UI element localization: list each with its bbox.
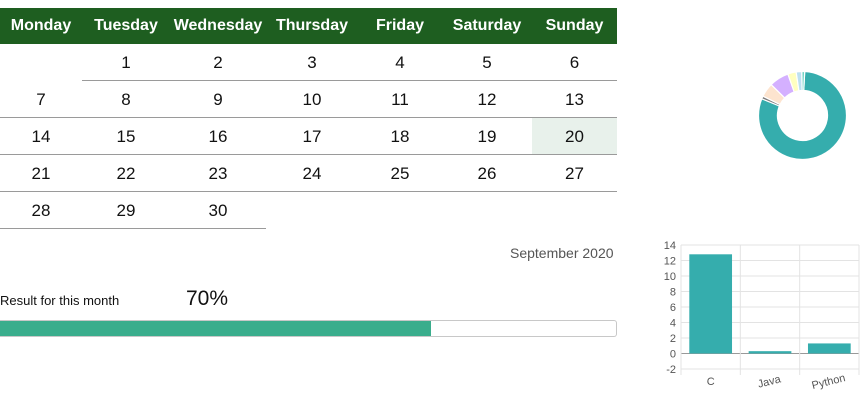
day-cell[interactable]: 27 xyxy=(565,164,584,183)
day-cell[interactable]: 19 xyxy=(477,127,497,146)
day-cell[interactable] xyxy=(0,44,82,81)
day-header: Friday xyxy=(375,17,424,34)
result-progress-fill xyxy=(0,321,432,336)
day-cell[interactable]: 7 xyxy=(36,90,46,109)
calendar-week: 28 29 30 xyxy=(0,192,617,229)
day-cell[interactable]: 18 xyxy=(390,127,410,146)
day-cell[interactable]: 2 xyxy=(213,53,223,72)
day-cell[interactable]: 25 xyxy=(390,164,410,183)
y-tick-label: 0 xyxy=(670,349,676,361)
bar xyxy=(748,351,792,354)
week-divider xyxy=(0,117,617,118)
month-label: September 2020 xyxy=(510,245,614,261)
result-percent: 70% xyxy=(186,287,229,310)
day-cell[interactable] xyxy=(358,192,442,229)
x-tick-label: Java xyxy=(757,373,783,390)
week-divider xyxy=(0,191,617,192)
day-cell[interactable]: 21 xyxy=(31,164,51,183)
day-cell[interactable] xyxy=(532,192,617,229)
day-cell[interactable] xyxy=(442,192,532,229)
day-cell[interactable]: 29 xyxy=(116,201,136,220)
day-cell[interactable]: 16 xyxy=(208,127,228,146)
calendar-week: 21 22 23 24 25 26 27 xyxy=(0,155,617,192)
day-cell[interactable]: 8 xyxy=(121,90,131,109)
day-cell[interactable]: 4 xyxy=(395,53,405,72)
bar xyxy=(689,254,733,354)
y-tick-label: 10 xyxy=(664,271,676,283)
calendar-header: Monday Tuesday Wednesday Thursday Friday… xyxy=(0,8,617,44)
day-cell-today[interactable]: 20 xyxy=(532,118,617,155)
day-header: Thursday xyxy=(275,17,348,34)
day-cell[interactable]: 30 xyxy=(208,201,228,220)
y-tick-label: 14 xyxy=(664,240,676,252)
week-divider xyxy=(82,80,617,81)
day-cell[interactable]: 10 xyxy=(302,90,322,109)
day-cell[interactable]: 13 xyxy=(565,90,584,109)
day-cell[interactable]: 12 xyxy=(477,90,497,109)
y-tick-label: 2 xyxy=(670,333,676,345)
week-divider xyxy=(0,154,617,155)
day-cell[interactable]: 5 xyxy=(482,53,492,72)
calendar-week: 7 8 9 10 11 12 13 xyxy=(0,81,617,118)
y-tick-label: 12 xyxy=(664,256,676,268)
day-cell[interactable]: 11 xyxy=(391,90,409,109)
result-label: Result for this month xyxy=(0,293,120,308)
week-divider xyxy=(0,228,266,229)
y-tick-label: 8 xyxy=(670,287,676,299)
y-tick-label: 4 xyxy=(670,318,676,330)
day-cell[interactable]: 14 xyxy=(31,127,51,146)
donut-slice xyxy=(801,70,806,92)
y-tick-label: -2 xyxy=(666,364,676,376)
donut-chart xyxy=(757,70,848,161)
result-progress-bar xyxy=(0,320,617,337)
day-header: Monday xyxy=(10,17,72,34)
calendar-week: 14 15 16 17 18 19 20 xyxy=(0,118,617,155)
day-header: Sunday xyxy=(545,17,604,34)
day-cell[interactable]: 15 xyxy=(116,127,136,146)
day-cell[interactable] xyxy=(266,192,358,229)
donut-slice xyxy=(757,70,848,161)
day-cell[interactable]: 17 xyxy=(302,127,322,146)
day-header: Wednesday xyxy=(173,17,263,34)
day-cell[interactable]: 6 xyxy=(569,53,580,72)
day-cell[interactable]: 3 xyxy=(307,53,317,72)
x-tick-label: C xyxy=(707,376,715,388)
day-cell[interactable]: 1 xyxy=(121,53,131,72)
y-tick-label: 6 xyxy=(670,302,676,314)
bar-chart: -2 0 2 4 6 8 10 12 14 C Java Python xyxy=(664,240,860,392)
day-cell[interactable]: 28 xyxy=(31,201,51,220)
x-tick-label: Python xyxy=(811,372,847,392)
day-cell[interactable]: 22 xyxy=(116,164,136,183)
day-cell[interactable]: 26 xyxy=(477,164,497,183)
day-cell[interactable]: 9 xyxy=(213,90,223,109)
day-cell[interactable]: 23 xyxy=(208,164,228,183)
day-header: Saturday xyxy=(452,17,522,34)
calendar: Monday Tuesday Wednesday Thursday Friday… xyxy=(0,8,617,229)
day-header: Tuesday xyxy=(94,17,158,34)
bar xyxy=(807,343,851,354)
day-cell[interactable]: 24 xyxy=(302,164,322,183)
calendar-week: 1 2 3 4 5 6 xyxy=(0,44,617,81)
